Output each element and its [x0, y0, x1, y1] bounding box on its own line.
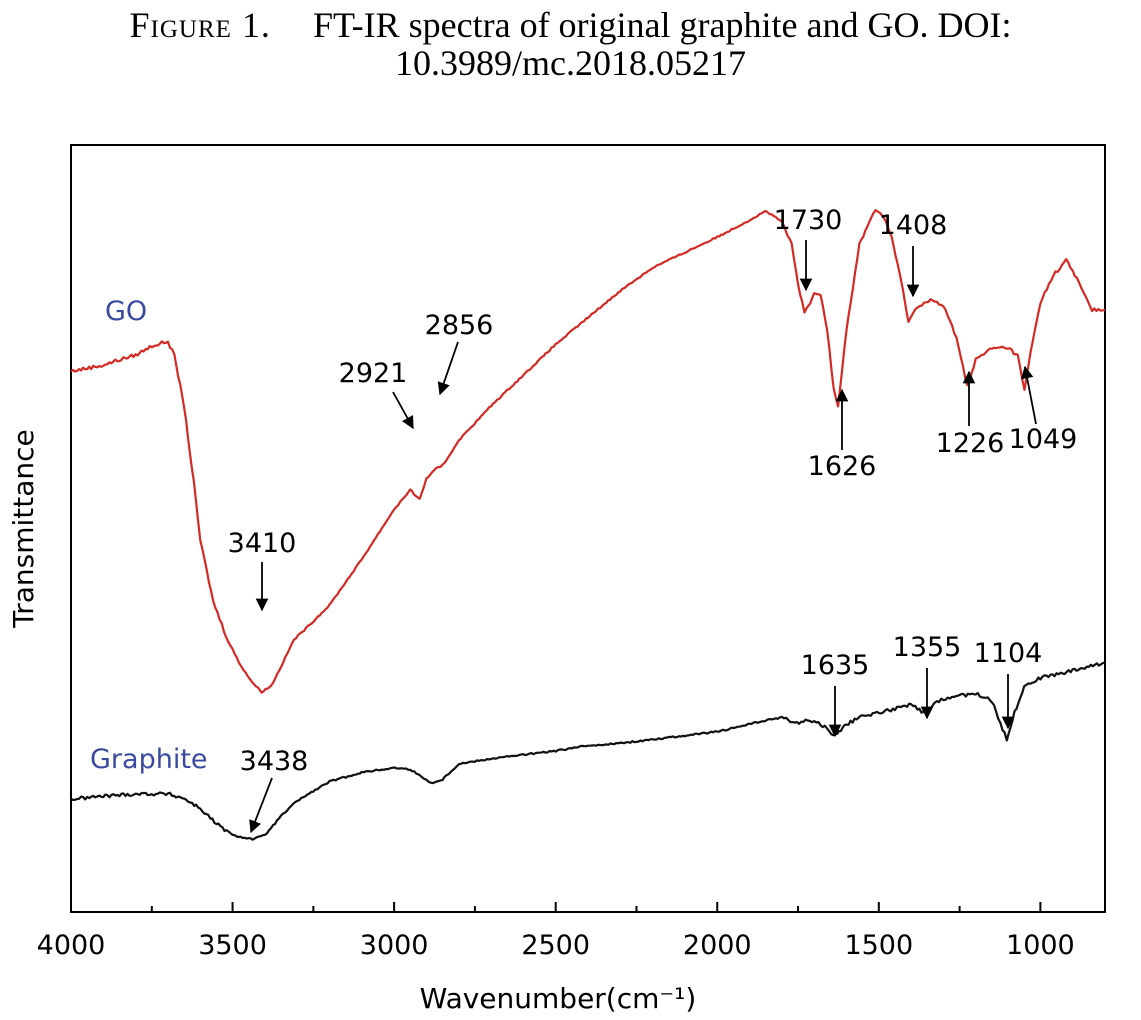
caption-line-2: 10.3989/mc.2018.05217 — [395, 43, 746, 83]
peak-label-1355: 1355 — [893, 632, 962, 663]
figure-caption: Figure 1. FT-IR spectra of original graph… — [0, 6, 1141, 82]
peak-arrow-2856 — [437, 341, 459, 396]
x-tick-label: 2000 — [683, 930, 752, 961]
peak-label-1626: 1626 — [808, 451, 877, 482]
peak-label-1408: 1408 — [879, 210, 948, 241]
series-line-graphite — [70, 661, 1106, 841]
x-tick-label: 1000 — [1006, 930, 1075, 961]
peak-label-3410: 3410 — [228, 528, 297, 559]
caption-text-1: FT-IR spectra of original graphite and G… — [312, 5, 1012, 45]
y-axis-label: Transmittance — [7, 429, 40, 629]
series-layer: GO Graphite — [70, 209, 1106, 841]
x-tick-label: 4000 — [37, 930, 106, 961]
x-tick-label: 1500 — [844, 930, 913, 961]
figure-label: Figure 1. — [129, 5, 271, 45]
plot-frame — [70, 144, 1106, 913]
series-line-go — [70, 209, 1106, 694]
x-tick-label: 2500 — [521, 930, 590, 961]
peak-arrow-2921 — [392, 391, 414, 430]
peak-label-2856: 2856 — [425, 310, 494, 341]
peak-label-1635: 1635 — [801, 650, 870, 681]
x-tick-label: 3500 — [198, 930, 267, 961]
peak-arrow-3438 — [249, 777, 273, 834]
x-tick-label: 3000 — [360, 930, 429, 961]
x-axis-label: Wavenumber(cm⁻¹) — [420, 982, 697, 1015]
peak-arrow-1049 — [1020, 365, 1037, 425]
series-label-graphite: Graphite — [90, 744, 208, 775]
peak-label-1226: 1226 — [936, 428, 1005, 459]
caption-line-1: Figure 1. FT-IR spectra of original graph… — [0, 6, 1141, 44]
series-label-go: GO — [105, 296, 147, 327]
x-axis-ticks: 4000 3500 3000 2500 2000 1500 1000 — [37, 902, 1075, 961]
peak-label-2921: 2921 — [339, 358, 408, 389]
peak-label-3438: 3438 — [240, 746, 309, 777]
annotation-layer: 3410 2921 2856 1730 1626 1408 1226 1049 3438 1635… — [228, 205, 1078, 834]
peak-label-1049: 1049 — [1009, 424, 1078, 455]
peak-label-1104: 1104 — [974, 638, 1043, 669]
peak-label-1730: 1730 — [774, 205, 843, 236]
